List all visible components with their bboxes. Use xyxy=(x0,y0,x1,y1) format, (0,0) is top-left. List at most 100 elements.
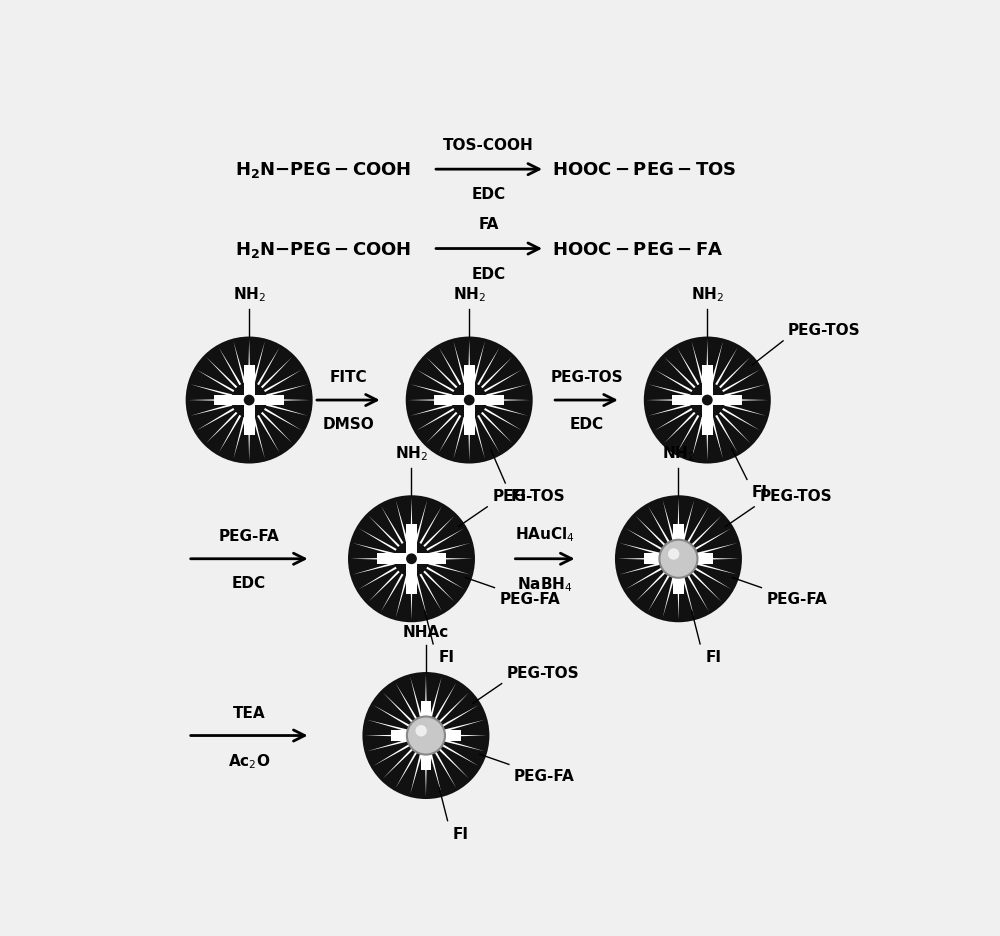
Text: $\mathbf{HOOC-PEG-TOS}$: $\mathbf{HOOC-PEG-TOS}$ xyxy=(552,161,737,179)
Polygon shape xyxy=(663,501,675,542)
Text: FI: FI xyxy=(705,650,721,665)
Text: NH$_2$: NH$_2$ xyxy=(453,285,486,304)
Polygon shape xyxy=(206,413,237,444)
Polygon shape xyxy=(419,506,442,545)
Polygon shape xyxy=(368,571,400,602)
Text: EDC: EDC xyxy=(569,417,604,431)
Text: FA: FA xyxy=(479,217,499,232)
Circle shape xyxy=(406,337,533,464)
Polygon shape xyxy=(486,404,528,417)
Polygon shape xyxy=(419,574,442,612)
Circle shape xyxy=(421,730,431,741)
Polygon shape xyxy=(441,706,479,728)
Text: TEA: TEA xyxy=(233,705,265,720)
Polygon shape xyxy=(722,408,760,431)
Polygon shape xyxy=(257,416,280,453)
Polygon shape xyxy=(406,524,417,594)
Polygon shape xyxy=(266,404,308,417)
Polygon shape xyxy=(391,730,461,741)
Polygon shape xyxy=(620,563,662,575)
Polygon shape xyxy=(428,563,470,575)
Polygon shape xyxy=(410,677,422,719)
Polygon shape xyxy=(695,544,737,556)
Text: PEG-FA: PEG-FA xyxy=(219,528,280,543)
Polygon shape xyxy=(655,408,692,431)
Polygon shape xyxy=(438,748,469,779)
Text: NHAc: NHAc xyxy=(403,624,449,639)
Polygon shape xyxy=(715,348,738,386)
Polygon shape xyxy=(487,400,530,402)
Polygon shape xyxy=(696,558,739,561)
Polygon shape xyxy=(693,567,731,590)
Polygon shape xyxy=(381,574,404,612)
Polygon shape xyxy=(484,408,522,431)
Polygon shape xyxy=(677,577,680,620)
Circle shape xyxy=(659,540,697,578)
Polygon shape xyxy=(206,358,237,388)
Text: EDC: EDC xyxy=(472,187,506,202)
Polygon shape xyxy=(421,701,431,770)
Circle shape xyxy=(186,337,313,464)
Text: $\mathbf{H_2N}$$\mathbf{-PEG-COOH}$: $\mathbf{H_2N}$$\mathbf{-PEG-COOH}$ xyxy=(235,240,411,259)
Text: PEG-TOS: PEG-TOS xyxy=(550,370,623,385)
Polygon shape xyxy=(635,516,667,548)
Polygon shape xyxy=(692,342,704,384)
Polygon shape xyxy=(646,400,690,402)
Polygon shape xyxy=(425,753,427,797)
Text: FI: FI xyxy=(438,650,454,665)
Text: NH$_2$: NH$_2$ xyxy=(233,285,266,304)
Text: DMSO: DMSO xyxy=(322,417,374,431)
Polygon shape xyxy=(648,404,690,417)
Polygon shape xyxy=(410,498,413,541)
Circle shape xyxy=(244,395,255,406)
Polygon shape xyxy=(617,558,661,561)
Polygon shape xyxy=(426,358,457,388)
Polygon shape xyxy=(233,417,246,460)
Polygon shape xyxy=(477,416,500,453)
Polygon shape xyxy=(692,417,704,460)
Polygon shape xyxy=(626,529,664,551)
Polygon shape xyxy=(373,706,411,728)
Polygon shape xyxy=(381,506,404,545)
Circle shape xyxy=(702,395,713,406)
Polygon shape xyxy=(711,417,723,460)
Polygon shape xyxy=(410,404,452,417)
Polygon shape xyxy=(635,571,667,602)
Polygon shape xyxy=(626,567,664,590)
Polygon shape xyxy=(423,516,455,548)
Polygon shape xyxy=(395,751,418,788)
Polygon shape xyxy=(383,748,414,779)
Polygon shape xyxy=(233,342,246,384)
Polygon shape xyxy=(648,574,671,612)
Text: PEG-TOS: PEG-TOS xyxy=(507,665,579,680)
Text: $\mathbf{H_2N}$$\mathbf{-PEG-COOH}$: $\mathbf{H_2N}$$\mathbf{-PEG-COOH}$ xyxy=(235,160,411,180)
Text: Ac$_2$O: Ac$_2$O xyxy=(228,752,270,770)
Polygon shape xyxy=(434,751,456,788)
Polygon shape xyxy=(434,395,504,406)
Polygon shape xyxy=(673,524,684,594)
Polygon shape xyxy=(244,366,255,435)
Polygon shape xyxy=(248,418,250,461)
Polygon shape xyxy=(257,348,280,386)
Polygon shape xyxy=(190,404,232,417)
Text: TOS-COOH: TOS-COOH xyxy=(443,138,534,153)
Polygon shape xyxy=(468,340,470,383)
Polygon shape xyxy=(426,567,464,590)
Polygon shape xyxy=(425,675,427,718)
Polygon shape xyxy=(443,739,485,752)
Polygon shape xyxy=(719,358,750,388)
Text: FI: FI xyxy=(752,485,768,500)
Polygon shape xyxy=(359,567,397,590)
Polygon shape xyxy=(686,506,709,545)
Polygon shape xyxy=(264,370,302,393)
Text: NaBH$_4$: NaBH$_4$ xyxy=(517,575,573,593)
Polygon shape xyxy=(706,418,708,461)
Polygon shape xyxy=(368,516,400,548)
Polygon shape xyxy=(190,385,232,397)
Polygon shape xyxy=(438,693,469,724)
Polygon shape xyxy=(711,342,723,384)
Polygon shape xyxy=(648,506,671,545)
Polygon shape xyxy=(219,348,241,386)
Circle shape xyxy=(415,725,427,737)
Polygon shape xyxy=(396,501,408,542)
